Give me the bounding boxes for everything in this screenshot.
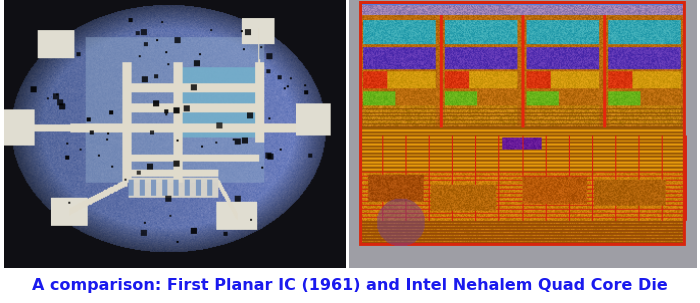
- Text: A comparison: First Planar IC (1961) and Intel Nehalem Quad Core Die: A comparison: First Planar IC (1961) and…: [32, 278, 668, 293]
